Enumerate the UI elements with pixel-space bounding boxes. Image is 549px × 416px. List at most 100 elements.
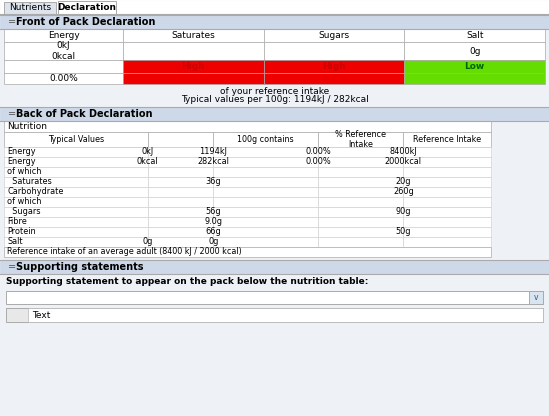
Text: Typical Values: Typical Values <box>48 135 104 144</box>
Bar <box>404 167 491 177</box>
Text: Saturates: Saturates <box>7 178 52 186</box>
Text: 0kJ
0kcal: 0kJ 0kcal <box>52 41 76 61</box>
Bar <box>4 29 123 42</box>
Bar <box>404 147 491 157</box>
Text: 0kJ: 0kJ <box>142 148 154 156</box>
Text: v: v <box>534 293 538 302</box>
Text: 260g: 260g <box>393 188 414 196</box>
Bar <box>404 227 491 237</box>
Text: 20g: 20g <box>396 178 411 186</box>
Bar <box>148 157 214 167</box>
Bar <box>148 217 214 227</box>
Bar <box>6 308 543 322</box>
Bar <box>148 177 214 187</box>
Bar <box>4 227 148 237</box>
Bar <box>6 291 543 304</box>
Bar <box>214 227 318 237</box>
Bar <box>318 187 404 197</box>
Bar <box>318 237 404 247</box>
Text: Sugars: Sugars <box>7 208 41 216</box>
Bar <box>264 60 405 73</box>
Bar <box>0 15 549 29</box>
Bar <box>148 167 214 177</box>
Text: Nutrition: Nutrition <box>7 122 47 131</box>
Text: 9.0g: 9.0g <box>204 218 222 226</box>
Text: 66g: 66g <box>205 228 221 237</box>
Bar <box>4 42 123 60</box>
Bar <box>4 73 123 84</box>
Text: 0.00%: 0.00% <box>305 148 331 156</box>
Text: 36g: 36g <box>205 178 221 186</box>
Bar <box>148 187 214 197</box>
Bar <box>214 197 318 207</box>
Text: Reference intake of an average adult (8400 kJ / 2000 kcal): Reference intake of an average adult (84… <box>7 248 242 257</box>
Bar <box>264 60 405 73</box>
Bar <box>214 177 318 187</box>
Bar <box>405 29 545 42</box>
Bar <box>4 217 148 227</box>
Bar <box>318 197 404 207</box>
Bar <box>404 187 491 197</box>
Bar <box>264 42 405 60</box>
Text: 50g: 50g <box>396 228 411 237</box>
Text: 0.00%: 0.00% <box>49 74 78 83</box>
Bar <box>0 107 549 121</box>
Text: =: = <box>8 17 16 27</box>
Bar <box>214 207 318 217</box>
Bar <box>123 73 264 84</box>
Bar <box>4 167 148 177</box>
Text: Typical values per 100g: 1194kJ / 282kcal: Typical values per 100g: 1194kJ / 282kca… <box>181 94 368 104</box>
Bar <box>404 217 491 227</box>
Bar <box>404 157 491 167</box>
Text: 0.00%: 0.00% <box>305 158 331 166</box>
Text: 0g: 0g <box>469 47 480 55</box>
Bar <box>404 207 491 217</box>
Text: =: = <box>8 262 16 272</box>
Bar <box>318 132 404 147</box>
Bar <box>318 207 404 217</box>
Text: 0kcal: 0kcal <box>137 158 159 166</box>
Bar <box>214 237 318 247</box>
Text: =: = <box>8 109 16 119</box>
Text: 8400kJ: 8400kJ <box>389 148 417 156</box>
Text: of which: of which <box>7 198 42 206</box>
Text: 0g: 0g <box>143 238 153 247</box>
Text: Text: Text <box>32 310 51 319</box>
Bar <box>148 227 214 237</box>
Bar <box>4 237 148 247</box>
Text: Low: Low <box>464 62 485 71</box>
Bar <box>28 308 543 322</box>
Bar <box>4 147 148 157</box>
Bar <box>214 147 318 157</box>
Bar <box>4 2 56 14</box>
Text: Energy: Energy <box>7 158 36 166</box>
Bar <box>264 29 405 42</box>
Bar <box>4 177 148 187</box>
Bar <box>529 291 543 304</box>
Text: Supporting statements: Supporting statements <box>16 262 143 272</box>
Text: of your reference intake: of your reference intake <box>220 87 329 96</box>
Text: High: High <box>322 62 346 71</box>
Text: Back of Pack Declaration: Back of Pack Declaration <box>16 109 153 119</box>
Text: 1194kJ: 1194kJ <box>199 148 227 156</box>
Text: of which: of which <box>7 168 42 176</box>
Bar <box>0 260 549 274</box>
Text: Declaration: Declaration <box>58 3 116 12</box>
Bar <box>214 157 318 167</box>
Bar <box>214 132 318 147</box>
Bar <box>4 207 148 217</box>
Text: Energy: Energy <box>7 148 36 156</box>
Bar <box>404 197 491 207</box>
Bar <box>405 60 545 73</box>
Text: Protein: Protein <box>7 228 36 237</box>
Bar <box>318 177 404 187</box>
Bar <box>4 157 148 167</box>
Bar <box>318 167 404 177</box>
Bar <box>404 177 491 187</box>
Text: 282kcal: 282kcal <box>198 158 229 166</box>
Bar <box>4 197 148 207</box>
Text: Supporting statement to appear on the pack below the nutrition table:: Supporting statement to appear on the pa… <box>6 277 368 287</box>
Text: Salt: Salt <box>466 31 484 40</box>
Text: Sugars: Sugars <box>318 31 350 40</box>
Bar <box>4 247 491 257</box>
